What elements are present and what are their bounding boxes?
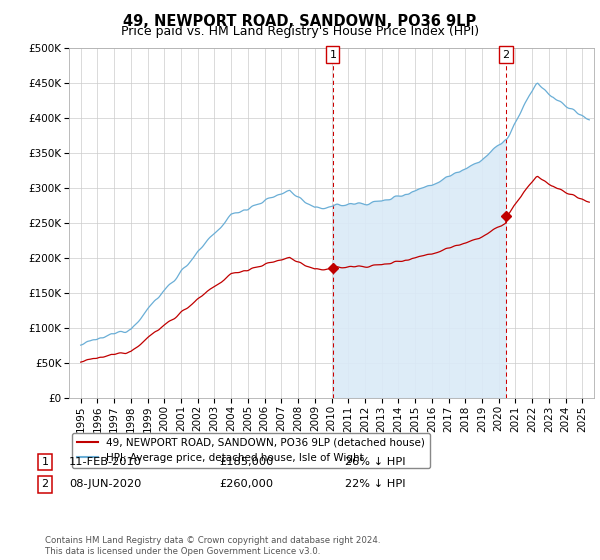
Text: 49, NEWPORT ROAD, SANDOWN, PO36 9LP: 49, NEWPORT ROAD, SANDOWN, PO36 9LP [124, 14, 476, 29]
Text: Contains HM Land Registry data © Crown copyright and database right 2024.
This d: Contains HM Land Registry data © Crown c… [45, 536, 380, 556]
Text: 22% ↓ HPI: 22% ↓ HPI [345, 479, 406, 489]
Text: £260,000: £260,000 [219, 479, 273, 489]
Text: 26% ↓ HPI: 26% ↓ HPI [345, 457, 406, 467]
Legend: 49, NEWPORT ROAD, SANDOWN, PO36 9LP (detached house), HPI: Average price, detach: 49, NEWPORT ROAD, SANDOWN, PO36 9LP (det… [71, 432, 430, 468]
Text: 08-JUN-2020: 08-JUN-2020 [69, 479, 142, 489]
Text: 2: 2 [502, 50, 509, 59]
Text: 1: 1 [41, 457, 49, 467]
Text: Price paid vs. HM Land Registry's House Price Index (HPI): Price paid vs. HM Land Registry's House … [121, 25, 479, 38]
Text: £185,000: £185,000 [219, 457, 274, 467]
Text: 1: 1 [329, 50, 337, 59]
Text: 2: 2 [41, 479, 49, 489]
Text: 11-FEB-2010: 11-FEB-2010 [69, 457, 142, 467]
